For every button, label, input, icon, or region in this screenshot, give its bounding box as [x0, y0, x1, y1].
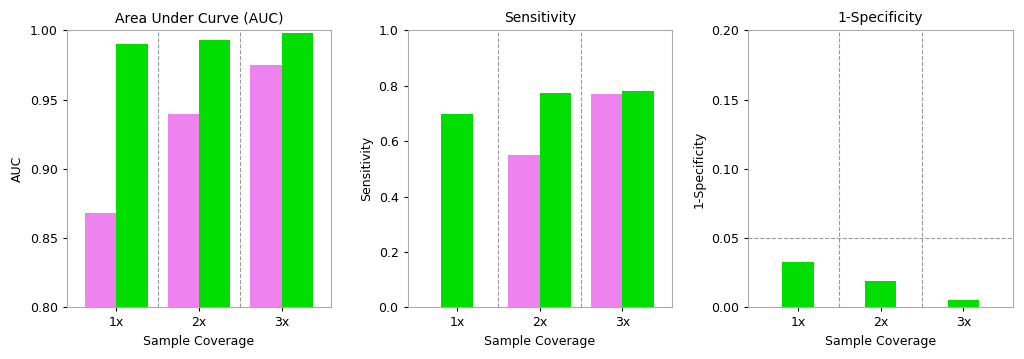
Bar: [508, 155, 540, 307]
Title: Sensitivity: Sensitivity: [504, 11, 575, 25]
Bar: [623, 91, 654, 307]
Bar: [117, 44, 147, 359]
Bar: [782, 262, 814, 307]
X-axis label: Sample Coverage: Sample Coverage: [825, 335, 936, 348]
Y-axis label: 1-Specificity: 1-Specificity: [693, 130, 706, 208]
Bar: [947, 300, 979, 307]
Bar: [591, 94, 623, 307]
Y-axis label: Sensitivity: Sensitivity: [360, 136, 373, 201]
X-axis label: Sample Coverage: Sample Coverage: [484, 335, 595, 348]
Title: Area Under Curve (AUC): Area Under Curve (AUC): [115, 11, 284, 25]
Bar: [441, 113, 473, 307]
Bar: [168, 113, 199, 359]
Bar: [85, 213, 117, 359]
Bar: [282, 33, 313, 359]
Bar: [250, 65, 282, 359]
Title: 1-Specificity: 1-Specificity: [838, 11, 924, 25]
Bar: [199, 40, 230, 359]
Bar: [865, 281, 896, 307]
Y-axis label: AUC: AUC: [11, 156, 25, 182]
X-axis label: Sample Coverage: Sample Coverage: [143, 335, 255, 348]
Bar: [540, 93, 571, 307]
